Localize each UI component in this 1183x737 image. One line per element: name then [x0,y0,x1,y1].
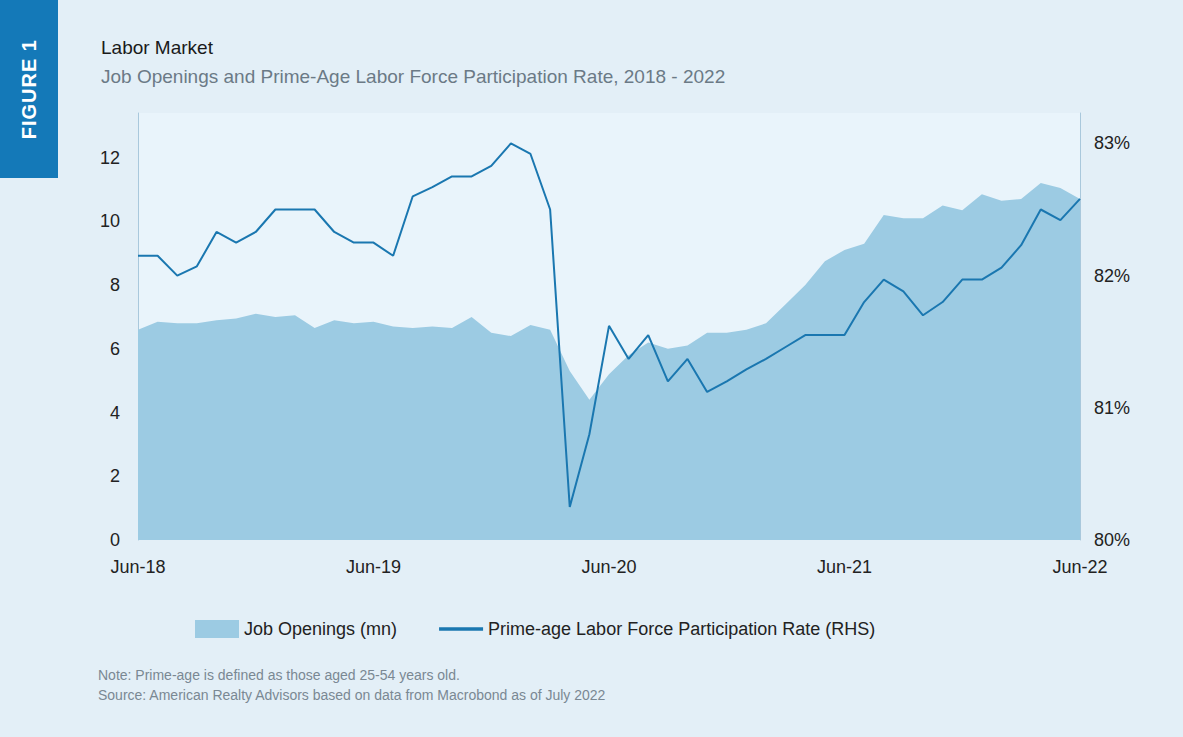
svg-text:82%: 82% [1094,266,1130,286]
svg-text:Jun-21: Jun-21 [817,557,872,577]
svg-text:Jun-18: Jun-18 [110,557,165,577]
svg-text:6: 6 [110,339,120,359]
svg-text:81%: 81% [1094,398,1130,418]
svg-text:Jun-20: Jun-20 [581,557,636,577]
svg-text:Job Openings and Prime-Age Lab: Job Openings and Prime-Age Labor Force P… [101,66,725,87]
html-text:FIGURE 1: FIGURE 1 [17,38,40,140]
svg-text:12: 12 [100,148,120,168]
svg-text:Note: Prime-age is defined as: Note: Prime-age is defined as those aged… [98,667,460,683]
svg-text:Job Openings (mn): Job Openings (mn) [244,619,397,639]
svg-text:10: 10 [100,211,120,231]
svg-text:Jun-19: Jun-19 [346,557,401,577]
svg-text:0: 0 [110,530,120,550]
svg-text:Labor Market: Labor Market [101,37,214,58]
svg-text:Prime-age Labor Force Particip: Prime-age Labor Force Participation Rate… [488,619,875,639]
svg-text:2: 2 [110,466,120,486]
svg-text:4: 4 [110,403,120,423]
svg-text:Source: American Realty Adviso: Source: American Realty Advisors based o… [98,687,606,703]
svg-text:80%: 80% [1094,530,1130,550]
svg-text:8: 8 [110,275,120,295]
svg-text:Jun-22: Jun-22 [1052,557,1107,577]
svg-text:83%: 83% [1094,133,1130,153]
